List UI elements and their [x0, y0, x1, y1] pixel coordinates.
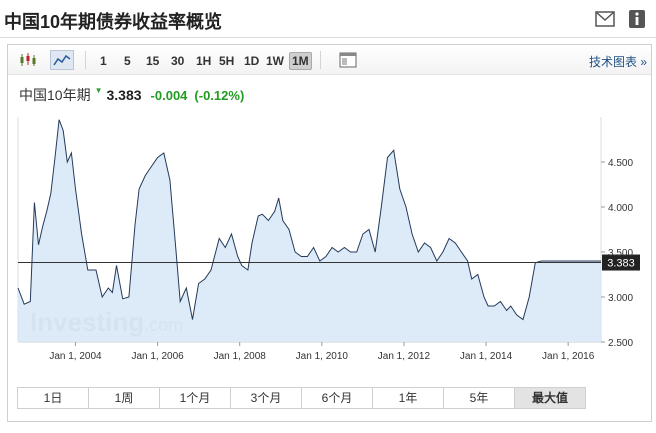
x-tick-label: Jan 1, 2004: [49, 351, 102, 362]
area-chart-icon[interactable]: [50, 50, 74, 70]
header-divider: [0, 37, 656, 38]
timeframe-1m[interactable]: 1M: [289, 52, 312, 70]
timeframe-1w[interactable]: 1W: [266, 54, 284, 68]
range-selector: 1日 1周 1个月 3个月 6个月 1年 5年 最大值: [17, 387, 586, 409]
quote-line: 中国10年期 ▼ 3.383 -0.004 (-0.12%): [19, 85, 244, 105]
current-value-label: 3.383: [607, 258, 635, 270]
timeframe-30[interactable]: 30: [171, 54, 185, 68]
timeframe-1d[interactable]: 1D: [244, 54, 260, 68]
toolbar-separator: [320, 51, 321, 69]
timeframe-5[interactable]: 5: [124, 54, 131, 68]
timeframe-15[interactable]: 15: [146, 54, 160, 68]
instrument-name: 中国10年期: [19, 87, 91, 103]
y-tick-label: 4.000: [608, 203, 633, 214]
x-tick-label: Jan 1, 2014: [460, 351, 513, 362]
range-button-3[interactable]: 3个月: [231, 388, 302, 408]
window-icon[interactable]: [336, 50, 360, 70]
price-change-pct: (-0.12%): [194, 88, 245, 103]
y-tick-label: 3.500: [608, 248, 633, 259]
y-tick-label: 3.000: [608, 293, 633, 304]
series-area: [18, 119, 601, 342]
range-button-7[interactable]: 最大值: [515, 388, 585, 408]
x-tick-label: Jan 1, 2008: [214, 351, 267, 362]
x-tick-label: Jan 1, 2006: [131, 351, 184, 362]
down-arrow-icon: ▼: [94, 86, 103, 95]
yield-chart[interactable]: Investing.com3.3832.5003.0003.5004.0004.…: [8, 45, 651, 365]
range-button-2[interactable]: 1个月: [160, 388, 231, 408]
y-tick-label: 4.500: [608, 158, 633, 169]
page-title: 中国10年期债券收益率概览: [4, 12, 223, 32]
y-tick-label: 2.500: [608, 338, 633, 349]
range-button-4[interactable]: 6个月: [302, 388, 373, 408]
timeframe-1[interactable]: 1: [100, 54, 107, 68]
timeframe-5h[interactable]: 5H: [219, 54, 235, 68]
current-value-badge: [602, 254, 640, 271]
range-button-6[interactable]: 5年: [444, 388, 515, 408]
toolbar-separator: [85, 51, 86, 69]
candlestick-icon[interactable]: [16, 50, 40, 70]
timeframe-1h[interactable]: 1H: [196, 54, 212, 68]
chart-widget: 1 5 15 30 1H 5H 1D 1W 1M 技术图表 » 中国10年期 ▼…: [7, 44, 652, 422]
info-icon[interactable]: [626, 8, 648, 30]
x-tick-label: Jan 1, 2010: [296, 351, 349, 362]
range-button-0[interactable]: 1日: [18, 388, 89, 408]
series-line: [17, 119, 601, 321]
price-change: -0.004: [150, 88, 188, 103]
chart-toolbar: 1 5 15 30 1H 5H 1D 1W 1M 技术图表 »: [8, 45, 651, 75]
mail-icon[interactable]: [594, 8, 616, 30]
x-tick-label: Jan 1, 2016: [542, 351, 595, 362]
range-button-5[interactable]: 1年: [373, 388, 444, 408]
tech-chart-link[interactable]: 技术图表 »: [588, 55, 647, 69]
x-tick-label: Jan 1, 2012: [378, 351, 431, 362]
range-button-1[interactable]: 1周: [89, 388, 160, 408]
last-price: 3.383: [106, 87, 142, 103]
